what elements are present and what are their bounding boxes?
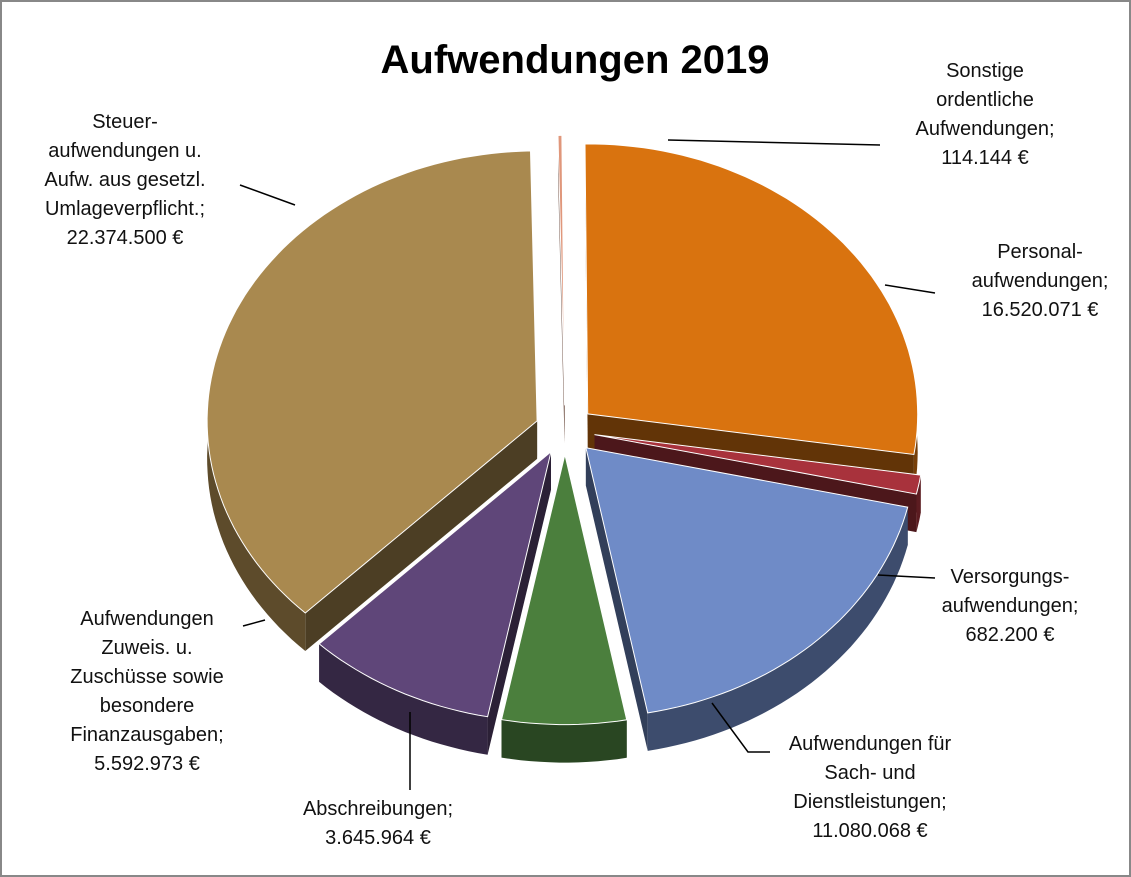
value-label: 3.645.964 € xyxy=(325,827,431,849)
value-label: 114.144 € xyxy=(941,147,1029,169)
leader-line xyxy=(884,284,936,294)
slice xyxy=(318,450,552,718)
data-label: Steuer- aufwendungen u. Aufw. aus gesetz… xyxy=(44,108,205,253)
slice xyxy=(557,134,566,406)
slice-edge xyxy=(487,451,551,755)
label-separator: ; xyxy=(941,791,947,813)
leader-line xyxy=(242,619,266,627)
value-label: 11.080.068 € xyxy=(812,820,928,842)
label-separator: ; xyxy=(1048,118,1055,140)
category-name: Steuer- aufwendungen u. Aufw. aus gesetz… xyxy=(44,111,206,220)
slice xyxy=(585,447,909,714)
slice xyxy=(594,434,922,495)
label-separator: ; xyxy=(1072,595,1079,617)
slice-side xyxy=(319,643,488,755)
label-separator: ; xyxy=(218,724,224,746)
leader-line xyxy=(711,702,770,753)
slice-side xyxy=(501,719,627,763)
data-label: Personal- aufwendungen; 16.520.071 € xyxy=(972,238,1109,325)
data-label: Aufwendungen für Sach- und Dienstleistun… xyxy=(789,730,951,846)
leaders xyxy=(239,139,936,790)
value-label: 16.520.071 € xyxy=(981,299,1099,321)
value-label: 5.592.973 € xyxy=(94,753,200,775)
slice xyxy=(584,143,919,456)
category-name: Abschreibungen xyxy=(302,798,448,820)
slice-edge xyxy=(305,420,538,651)
leader-line xyxy=(239,184,296,206)
category-name: Sonstige ordentliche Aufwendungen xyxy=(915,60,1049,140)
label-separator: ; xyxy=(1102,270,1109,292)
category-name: Aufwendungen für Sach- und Dienstleistun… xyxy=(788,733,952,813)
slice-side xyxy=(647,507,908,751)
slice xyxy=(206,150,538,614)
slice-edge xyxy=(585,447,648,751)
data-label: Abschreibungen; 3.645.964 € xyxy=(303,795,453,853)
slice-side xyxy=(916,475,921,533)
leader-line xyxy=(877,574,936,579)
data-label: Aufwendungen Zuweis. u. Zuschüsse sowie … xyxy=(70,605,223,779)
label-separator: ; xyxy=(199,198,206,220)
leader-line xyxy=(667,139,881,146)
value-label: 22.374.500 € xyxy=(66,227,184,249)
chart-title: Aufwendungen 2019 xyxy=(380,38,770,82)
label-separator: ; xyxy=(447,798,454,820)
pie xyxy=(206,134,922,763)
data-label: Versorgungs- aufwendungen; 682.200 € xyxy=(942,563,1079,650)
category-name: Aufwendungen Zuweis. u. Zuschüsse sowie … xyxy=(70,608,224,746)
category-name: Versorgungs- aufwendungen xyxy=(941,566,1073,617)
data-label: Sonstige ordentliche Aufwendungen; 114.14… xyxy=(915,57,1054,173)
category-name: Personal- aufwendungen xyxy=(971,241,1103,292)
value-label: 682.200 € xyxy=(965,624,1055,646)
slice xyxy=(500,454,628,726)
